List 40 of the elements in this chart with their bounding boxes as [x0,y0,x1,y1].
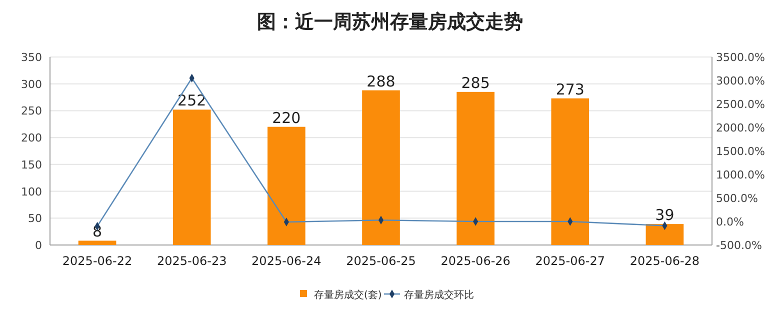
legend-label: 存量房成交环比 [404,289,474,301]
y2-tick-label: 2000.0% [716,122,765,134]
y2-tick-label: -500.0% [716,239,762,252]
x-tick-label: 2025-06-25 [346,254,416,268]
x-tick-label: 2025-06-26 [440,254,510,268]
y2-tick-label: 2500.0% [716,98,765,111]
bar [172,110,211,245]
y2-tick-label: 1500.0% [716,145,765,158]
y-tick-label: 350 [21,51,42,64]
bar [78,240,116,245]
data-label: 288 [366,72,396,90]
y2-tick-label: 0.0% [716,216,744,228]
x-tick-label: 2025-06-24 [252,254,322,268]
y-tick-label: 150 [21,158,42,172]
data-label: 285 [461,74,490,92]
bar [362,90,400,245]
x-tick-label: 2025-06-22 [62,254,132,268]
bar [646,224,684,245]
y2-tick-label: 1000.0% [716,168,765,182]
y-tick-label: 200 [21,132,42,145]
y2-tick-label: 3500.0% [716,51,765,64]
data-label: 39 [655,206,674,224]
bar [551,98,590,245]
bar [268,126,306,245]
y-tick-label: 300 [21,78,42,91]
chart-title: 图：近一周苏州存量房成交走势 [257,11,523,33]
y-tick-label: 0 [35,239,42,252]
x-tick-label: 2025-06-28 [630,254,700,268]
legend-label: 存量房成交(套) [314,289,382,301]
y-tick-label: 50 [28,212,42,226]
x-tick-label: 2025-06-23 [156,254,227,268]
x-tick-label: 2025-06-27 [535,254,606,268]
data-label: 220 [272,108,301,127]
data-label: 273 [556,80,584,98]
y2-tick-label: 3000.0% [716,74,765,88]
y-tick-label: 100 [21,185,42,198]
y2-tick-label: 500.0% [716,192,758,205]
y-tick-label: 250 [21,104,42,118]
bar [456,92,494,245]
data-label: 252 [178,92,206,110]
